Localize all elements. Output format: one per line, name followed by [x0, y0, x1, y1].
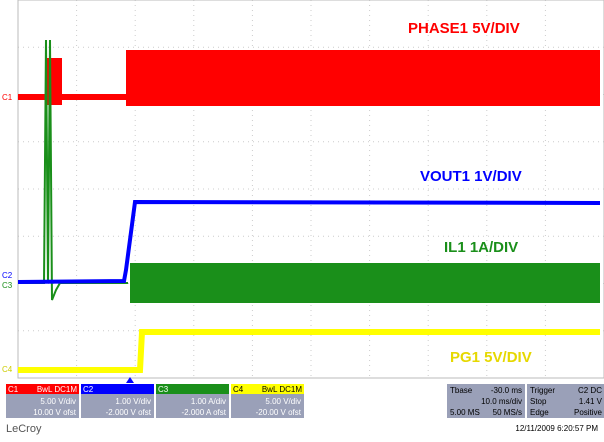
channel-marker: C2 [2, 271, 13, 280]
channel-name: C2 [83, 385, 94, 394]
trace-label: IL1 1A/DIV [444, 239, 518, 256]
trace-label: PHASE1 5V/DIV [408, 20, 520, 37]
channel-scale: 1.00 V/div [115, 397, 151, 406]
channel-name: C4 [233, 385, 244, 394]
timebase-label: Tbase [450, 386, 473, 395]
channel-offset: -20.00 V ofst [256, 408, 302, 417]
trigger-type: Edge [530, 408, 549, 417]
timebase-position: -30.0 ms [491, 386, 522, 395]
channel-coupling: BwL DC1M [37, 385, 77, 394]
trigger-mode: Stop [530, 397, 547, 406]
trace-label: PG1 5V/DIV [450, 349, 532, 366]
timestamp: 12/11/2009 6:20:57 PM [515, 424, 598, 433]
timebase-samples: 5.00 MS [450, 408, 480, 417]
channel-name: C3 [158, 385, 169, 394]
phase-switching [126, 50, 600, 106]
timebase-rate: 50 MS/s [493, 408, 522, 417]
il-switching [130, 263, 600, 303]
channel-scale: 5.00 V/div [40, 397, 76, 406]
trace-label: VOUT1 1V/DIV [420, 168, 522, 185]
channel-marker: C1 [2, 93, 13, 102]
brand: LeCroy [6, 423, 42, 435]
trigger-slope: Positive [574, 408, 603, 417]
channel-marker: C4 [2, 365, 13, 374]
trigger-source: C2 DC [578, 386, 602, 395]
channel-offset: 10.00 V ofst [33, 408, 76, 417]
channel-marker: C3 [2, 281, 13, 290]
channel-offset: -2.000 V ofst [106, 408, 152, 417]
phase-burst [45, 58, 62, 105]
channel-offset: -2.000 A ofst [182, 408, 227, 417]
trigger-label: Trigger [530, 386, 555, 395]
channel-scale: 1.00 A/div [191, 397, 226, 406]
channel-coupling: BwL DC1M [262, 385, 302, 394]
timebase-scale: 10.0 ms/div [481, 397, 522, 406]
channel-name: C1 [8, 385, 19, 394]
channel-scale: 5.00 V/div [265, 397, 301, 406]
trigger-level: 1.41 V [579, 397, 603, 406]
scope-screen: PHASE1 5V/DIV VOUT1 1V/DIV IL1 1A/DIV PG… [0, 0, 604, 437]
